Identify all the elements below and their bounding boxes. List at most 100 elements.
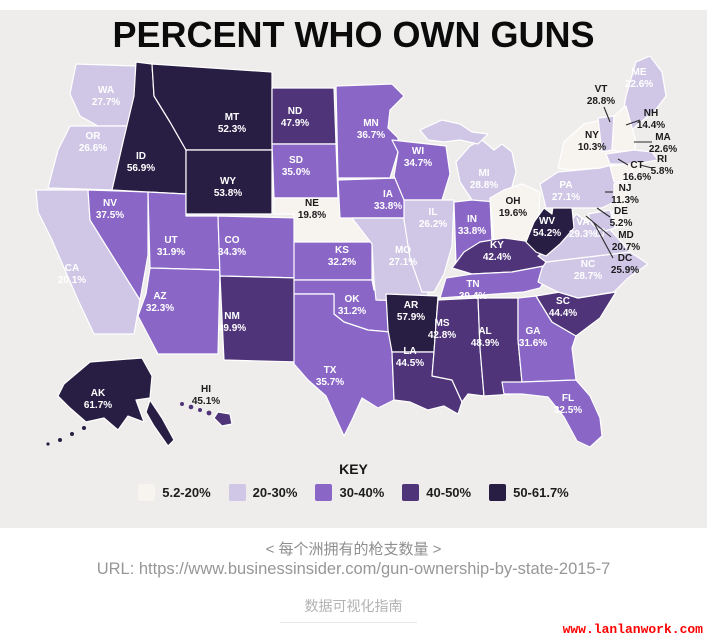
state-label-OH: OH 19.6%: [499, 196, 527, 219]
state-label-LA: LA 44.5%: [396, 346, 424, 369]
legend-label-4: 40-50%: [426, 485, 472, 500]
state-IL: [403, 199, 455, 293]
state-FL: [501, 379, 603, 448]
state-label-AZ: AZ 32.3%: [146, 291, 174, 314]
state-label-ND: ND 47.9%: [281, 106, 309, 129]
legend-label-1: 5.2-20%: [162, 485, 211, 500]
state-label-PA: PA 27.1%: [552, 180, 580, 203]
state-label-OK: OK 31.2%: [338, 294, 366, 317]
callout-line-DE: [596, 207, 611, 218]
state-NC: [537, 251, 649, 299]
state-label-MO: MO 27.1%: [389, 245, 417, 268]
state-label-ME: ME 22.6%: [625, 67, 653, 90]
state-label-NY: NY 10.3%: [578, 130, 606, 153]
state-TX: [293, 293, 395, 437]
caption-chinese: < 每个洲拥有的枪支数量 >: [265, 541, 442, 558]
state-ME: [619, 55, 667, 133]
legend-item-4: 40-50%: [402, 484, 471, 501]
state-HI-island: [188, 404, 194, 410]
legend-swatch-3: [315, 484, 333, 501]
state-label-IN: IN 33.8%: [458, 214, 486, 237]
state-label-NC: NC 28.7%: [574, 259, 602, 282]
state-label-AK: AK 61.7%: [84, 388, 112, 411]
state-label-KS: KS 32.2%: [328, 245, 356, 268]
state-label-MD: MD 20.7%: [612, 230, 640, 253]
state-label-WA: WA 27.7%: [92, 85, 120, 108]
state-label-GA: GA 31.6%: [519, 326, 547, 349]
legend-item-5: 50-61.7%: [489, 484, 569, 501]
state-label-MS: MS 42.8%: [428, 318, 456, 341]
legend-label-2: 20-30%: [252, 485, 298, 500]
state-label-HI: HI 45.1%: [192, 384, 220, 407]
state-AK-island: [46, 442, 50, 446]
state-AK: [57, 357, 153, 431]
state-ND: [271, 87, 337, 145]
legend-swatch-4: [402, 484, 420, 501]
state-label-IL: IL 26.2%: [419, 207, 447, 230]
map-legend: 5.2-20% 20-30% 30-40% 40-50% 50-61.7%: [0, 484, 707, 501]
state-NJ: [613, 179, 631, 213]
state-label-WI: WI 34.7%: [404, 146, 432, 169]
state-AK-island: [70, 432, 74, 436]
us-choropleth-map: WA 27.7% OR 26.6% CA 20.1% NV 37.5% ID 56.9% UT 31.…: [35, 55, 677, 448]
legend-item-3: 30-40%: [315, 484, 384, 501]
state-WY: [185, 149, 273, 215]
state-HI-island: [198, 408, 202, 412]
state-label-AR: AR 57.9%: [397, 300, 425, 323]
callout-line-CT: [617, 158, 629, 166]
callout-line-VT: [603, 106, 611, 123]
state-CT: [609, 163, 633, 183]
state-AK: [145, 399, 175, 447]
legend-item-2: 20-30%: [228, 484, 298, 501]
state-AK-island: [58, 438, 62, 442]
callout-line-NH: [625, 119, 641, 126]
state-RI: [631, 161, 642, 176]
legend-title: KEY: [339, 461, 368, 477]
state-label-NJ: NJ 11.3%: [611, 183, 639, 206]
state-label-NV: NV 37.5%: [96, 198, 124, 221]
state-label-FL: FL 32.5%: [554, 393, 582, 416]
state-label-AL: AL 48.9%: [471, 326, 499, 349]
state-label-NM: NM 49.9%: [218, 311, 246, 334]
state-label-TX: TX 35.7%: [316, 365, 344, 388]
state-HI-island: [180, 402, 184, 406]
state-label-SC: SC 44.4%: [549, 296, 577, 319]
state-label-SD: SD 35.0%: [282, 155, 310, 178]
state-label-MI: MI 28.8%: [470, 168, 498, 191]
footer-label: 数据可视化指南: [304, 598, 403, 614]
state-NH: [611, 105, 637, 155]
divider-line: [280, 622, 417, 623]
legend-item-1: 5.2-20%: [138, 484, 211, 501]
state-label-RI: RI 5.8%: [651, 154, 674, 177]
state-VA: [537, 213, 631, 263]
page-title: PERCENT WHO OWN GUNS: [112, 14, 595, 55]
state-label-CA: CA 20.1%: [58, 263, 86, 286]
state-HI-island: [206, 410, 212, 416]
state-label-UT: UT 31.9%: [157, 235, 185, 258]
legend-label-5: 50-61.7%: [513, 485, 569, 500]
legend-swatch-2: [228, 484, 246, 501]
state-label-NH: NH 14.4%: [637, 108, 665, 131]
state-label-VT: VT 28.8%: [587, 84, 615, 107]
legend-label-3: 30-40%: [339, 485, 385, 500]
state-HI: [213, 411, 233, 427]
state-MA: [605, 149, 659, 165]
state-label-ID: ID 56.9%: [127, 151, 155, 174]
state-label-NE: NE 19.8%: [298, 198, 326, 221]
state-MI: [419, 119, 489, 145]
source-url: URL: https://www.businessinsider.com/gun…: [96, 560, 611, 578]
state-label-KY: KY 42.4%: [483, 240, 511, 263]
state-label-OR: OR 26.6%: [79, 131, 107, 154]
state-label-MN: MN 36.7%: [357, 118, 385, 141]
state-label-MT: MT 52.3%: [218, 112, 246, 135]
state-label-DE: DE 5.2%: [610, 206, 633, 229]
state-label-IA: IA 33.8%: [374, 189, 402, 212]
state-MN: [335, 83, 405, 179]
state-label-WV: WV 54.2%: [533, 216, 561, 239]
state-label-CT: CT 16.6%: [623, 160, 651, 183]
state-label-DC: DC 25.9%: [611, 253, 639, 276]
legend-swatch-5: [489, 484, 507, 501]
callout-line-RI: [639, 164, 653, 169]
legend-swatch-1: [138, 484, 156, 501]
state-label-VA: VA 29.3%: [569, 217, 597, 240]
